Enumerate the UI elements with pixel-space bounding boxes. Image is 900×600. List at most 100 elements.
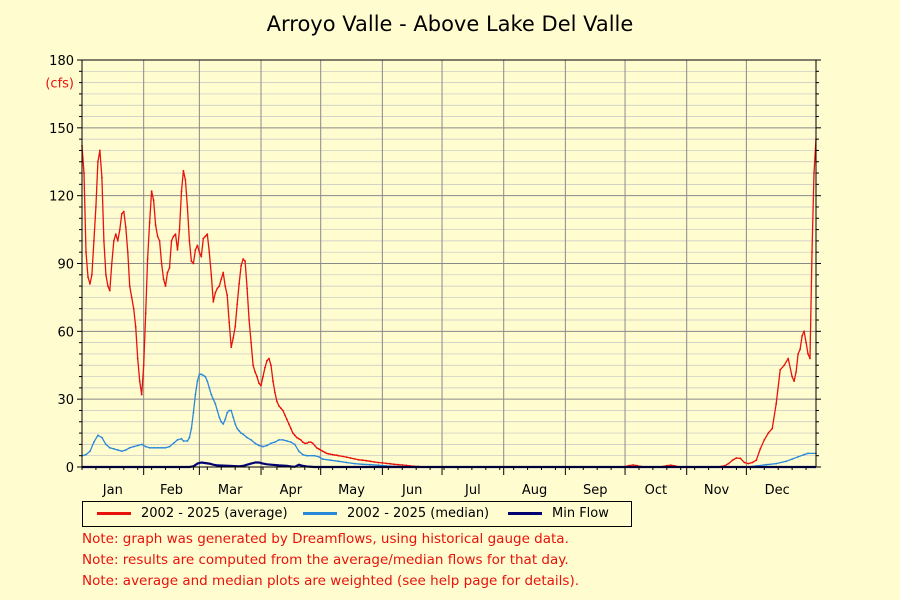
data-point bbox=[204, 235, 207, 238]
data-point bbox=[168, 267, 171, 269]
data-point bbox=[286, 418, 288, 421]
data-point bbox=[140, 393, 143, 396]
data-point bbox=[293, 434, 296, 437]
y-tick-label: 120 bbox=[49, 190, 74, 205]
data-point bbox=[252, 364, 255, 367]
data-point bbox=[377, 464, 380, 467]
data-point bbox=[212, 398, 215, 401]
data-point bbox=[349, 457, 352, 459]
data-point bbox=[184, 178, 187, 181]
data-point bbox=[290, 441, 292, 443]
x-tick-label: May bbox=[338, 483, 365, 498]
data-point bbox=[87, 276, 89, 278]
data-point bbox=[97, 160, 99, 163]
x-tick-label: Dec bbox=[765, 483, 790, 498]
data-point bbox=[220, 278, 223, 281]
data-point bbox=[107, 285, 109, 287]
data-point bbox=[329, 453, 332, 456]
data-point bbox=[393, 463, 396, 466]
series-line bbox=[82, 461, 816, 469]
data-point bbox=[280, 407, 282, 410]
data-point bbox=[152, 199, 155, 202]
data-point bbox=[389, 462, 392, 465]
legend-label: 2002 - 2025 (median) bbox=[347, 506, 490, 521]
data-point bbox=[164, 285, 167, 287]
data-point bbox=[288, 423, 290, 425]
legend-label: 2002 - 2025 (average) bbox=[141, 506, 288, 521]
data-point bbox=[727, 462, 730, 465]
data-point bbox=[210, 273, 213, 276]
data-point bbox=[236, 303, 239, 306]
y-tick-label: 60 bbox=[57, 325, 74, 340]
data-point bbox=[172, 235, 175, 238]
data-point bbox=[206, 233, 209, 236]
x-tick-label: Aug bbox=[522, 483, 547, 498]
data-point bbox=[124, 226, 127, 229]
data-point bbox=[122, 210, 125, 213]
data-point bbox=[160, 446, 163, 449]
data-point bbox=[401, 464, 404, 466]
note-line: Note: results are computed from the aver… bbox=[82, 552, 569, 568]
data-point bbox=[266, 444, 268, 447]
x-tick-label: Nov bbox=[704, 483, 730, 498]
data-point bbox=[228, 321, 231, 324]
data-point bbox=[801, 335, 803, 337]
data-point bbox=[373, 461, 376, 463]
data-point bbox=[220, 420, 223, 423]
series-lines bbox=[81, 138, 817, 469]
data-point bbox=[134, 325, 137, 328]
data-point bbox=[194, 393, 197, 396]
x-tick-label: Oct bbox=[645, 483, 667, 498]
data-point bbox=[180, 190, 183, 193]
legend-label: Min Flow bbox=[552, 506, 609, 521]
data-point bbox=[224, 285, 227, 287]
legend-item: 2002 - 2025 (average) bbox=[97, 506, 288, 521]
data-point bbox=[405, 464, 408, 467]
data-point bbox=[323, 451, 326, 454]
data-point bbox=[190, 427, 193, 430]
data-point bbox=[208, 387, 211, 389]
data-point bbox=[244, 260, 247, 263]
x-tick-label: Sep bbox=[583, 483, 608, 498]
data-point bbox=[240, 432, 243, 434]
data-point bbox=[329, 459, 332, 462]
data-point bbox=[228, 409, 231, 412]
data-point bbox=[369, 463, 372, 466]
data-point bbox=[166, 271, 169, 274]
data-point bbox=[258, 444, 260, 447]
data-point bbox=[200, 373, 203, 376]
data-point bbox=[232, 337, 235, 339]
data-point bbox=[162, 278, 165, 281]
data-point bbox=[270, 364, 272, 367]
data-point bbox=[331, 453, 334, 456]
data-point bbox=[272, 380, 274, 382]
y-tick-label: 30 bbox=[57, 393, 74, 408]
data-point bbox=[202, 237, 205, 240]
data-point bbox=[321, 458, 324, 460]
data-point bbox=[317, 448, 320, 450]
data-point bbox=[274, 391, 276, 394]
data-point bbox=[83, 172, 85, 175]
data-point bbox=[93, 240, 95, 242]
data-point bbox=[97, 434, 99, 437]
data-point bbox=[89, 283, 91, 285]
data-point bbox=[785, 460, 788, 463]
data-point bbox=[333, 454, 336, 456]
data-point bbox=[202, 374, 205, 377]
data-point bbox=[747, 462, 750, 465]
data-point bbox=[779, 368, 782, 371]
data-point bbox=[136, 444, 139, 447]
data-point bbox=[128, 285, 131, 287]
data-point bbox=[118, 228, 121, 231]
data-point bbox=[258, 382, 260, 385]
data-point bbox=[807, 353, 809, 355]
data-point bbox=[775, 402, 778, 405]
data-point bbox=[130, 296, 133, 299]
axes bbox=[77, 59, 821, 475]
data-point bbox=[224, 418, 227, 421]
data-point bbox=[264, 366, 266, 369]
data-point bbox=[811, 251, 813, 254]
data-point bbox=[101, 436, 103, 439]
data-point bbox=[144, 312, 147, 315]
data-point bbox=[250, 341, 253, 344]
